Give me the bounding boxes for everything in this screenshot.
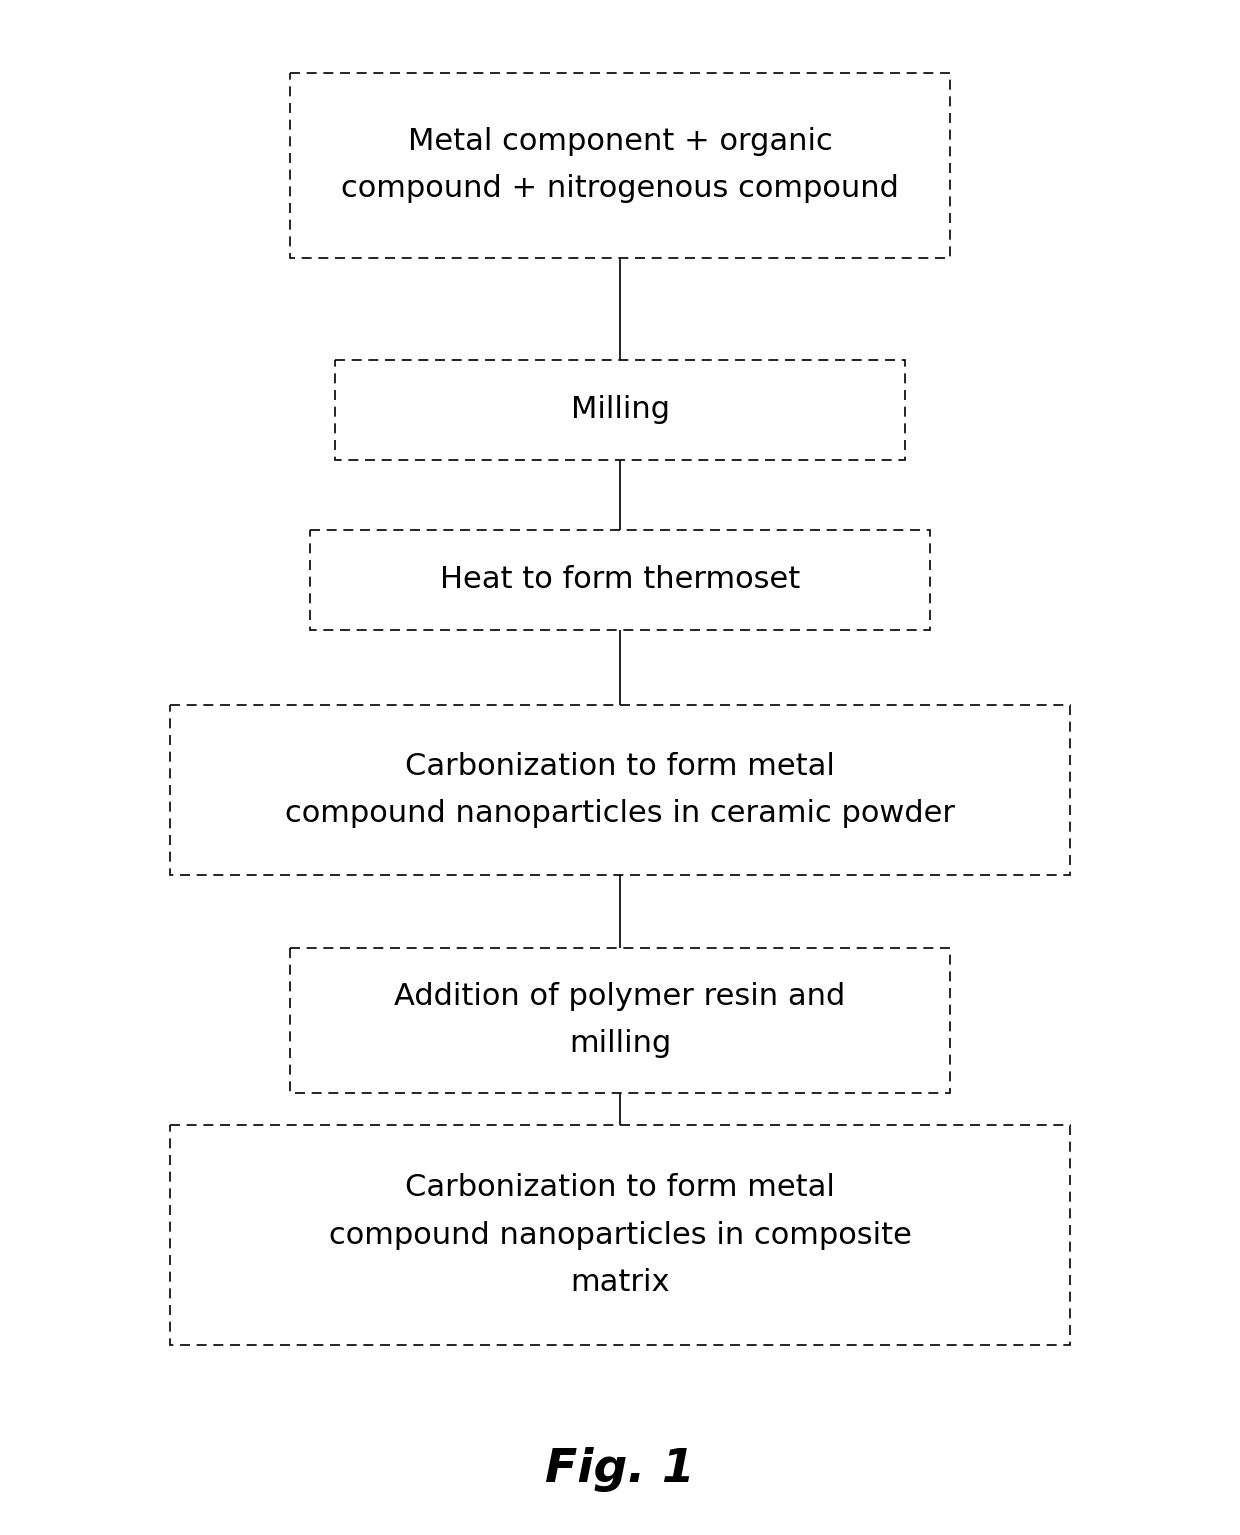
Bar — [335, 361, 905, 460]
Bar — [170, 1125, 1070, 1345]
Text: Heat to form thermoset: Heat to form thermoset — [440, 565, 800, 594]
Text: Carbonization to form metal
compound nanoparticles in composite
matrix: Carbonization to form metal compound nan… — [329, 1173, 911, 1297]
Bar — [290, 947, 950, 1093]
Text: Carbonization to form metal
compound nanoparticles in ceramic powder: Carbonization to form metal compound nan… — [285, 752, 955, 829]
Bar — [310, 530, 930, 629]
Text: Fig. 1: Fig. 1 — [546, 1448, 694, 1492]
Bar — [290, 72, 950, 258]
Text: Milling: Milling — [570, 396, 670, 425]
Text: Metal component + organic
compound + nitrogenous compound: Metal component + organic compound + nit… — [341, 127, 899, 203]
Bar — [170, 705, 1070, 875]
Text: Addition of polymer resin and
milling: Addition of polymer resin and milling — [394, 982, 846, 1058]
